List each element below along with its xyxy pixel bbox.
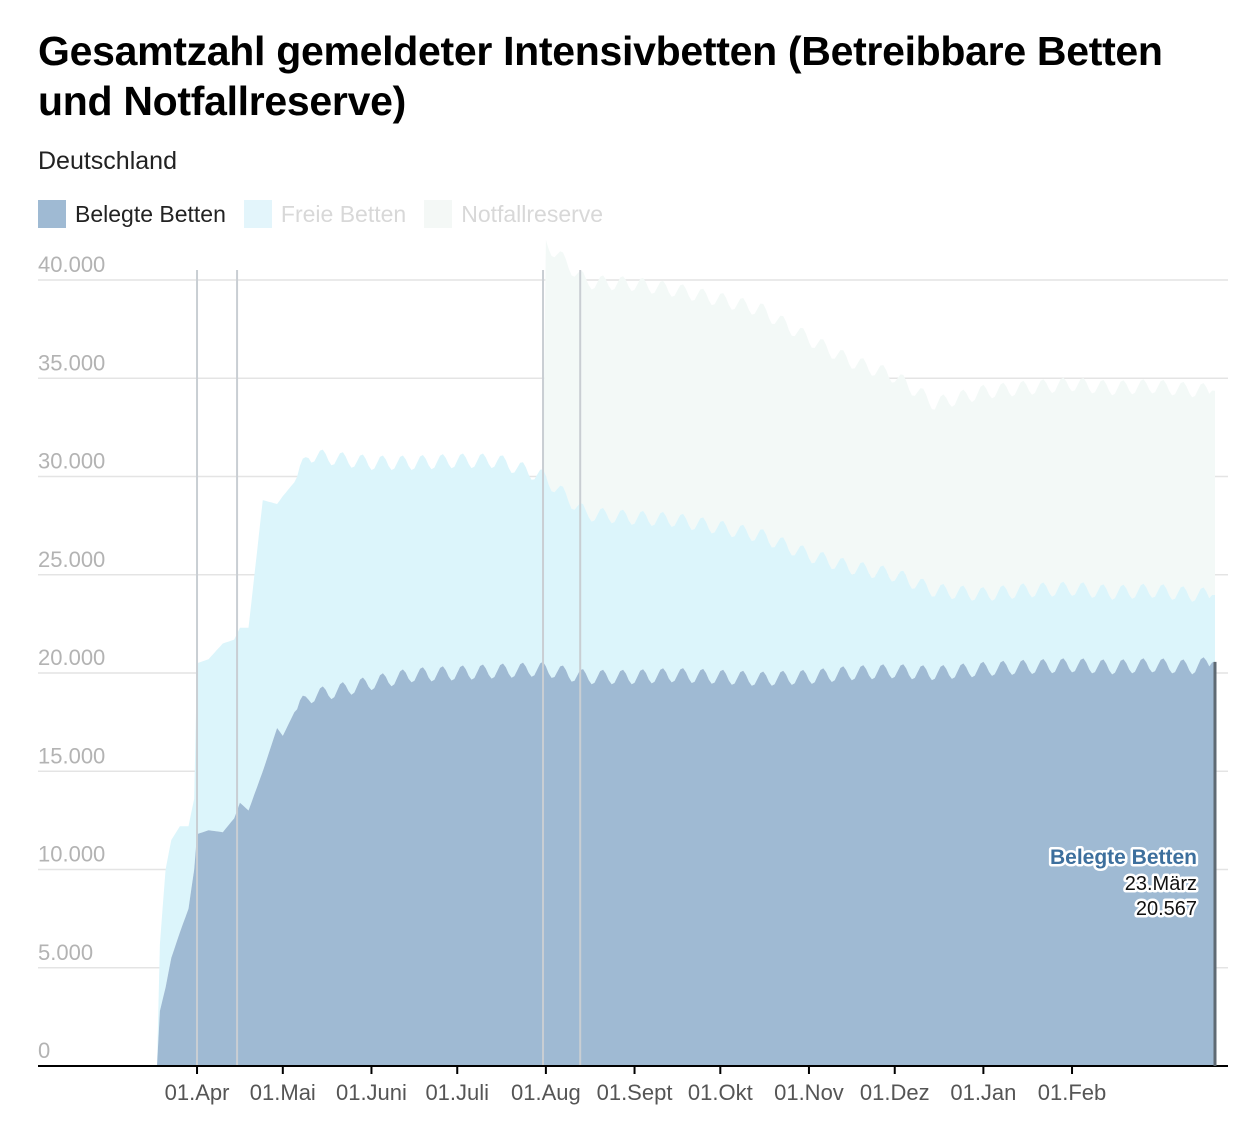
area-belegte-betten[interactable] <box>157 657 1215 1066</box>
tooltip-value: 20.567 <box>1136 898 1197 920</box>
y-tick-label: 20.000 <box>38 645 105 670</box>
legend-item-notfallreserve[interactable]: Notfallreserve <box>424 200 603 228</box>
legend-swatch-notfallreserve <box>424 200 453 228</box>
tooltip: Belegte Betten 23.März 20.567 <box>1047 661 1217 1066</box>
axis-layer: 0 5.000 10.000 15.000 20.000 25.000 30.000 35.0… <box>38 252 1228 1105</box>
y-tick-label: 35.000 <box>38 350 105 375</box>
x-tick-label: 01.Apr <box>165 1080 230 1105</box>
x-tick-label: 01.Aug <box>511 1080 581 1105</box>
y-tick-label: 30.000 <box>38 449 105 474</box>
y-tick-label: 0 <box>38 1038 50 1063</box>
area-notfallreserve[interactable] <box>543 239 1215 602</box>
area-freie-betten[interactable] <box>157 449 1215 1067</box>
x-tick-label: 01.Feb <box>1038 1080 1107 1105</box>
area-layer <box>157 239 1215 1067</box>
x-tick-label: 01.Mai <box>250 1080 316 1105</box>
legend-label-belegte-betten: Belegte Betten <box>75 200 226 227</box>
legend-item-belegte-betten[interactable]: Belegte Betten <box>38 200 226 228</box>
y-tick-label: 25.000 <box>38 547 105 572</box>
tooltip-series: Belegte Betten <box>1050 846 1197 869</box>
legend: Belegte Betten Freie Betten Notfallreser… <box>38 200 621 228</box>
legend-swatch-freie-betten <box>243 200 272 228</box>
y-tick-label: 5.000 <box>38 940 93 965</box>
y-tick-label: 15.000 <box>38 743 105 768</box>
x-tick-label: 01.Okt <box>688 1080 753 1105</box>
x-tick-label: 01.Juni <box>336 1080 407 1105</box>
legend-label-freie-betten: Freie Betten <box>280 200 407 227</box>
chart-subtitle: Deutschland <box>38 147 177 175</box>
legend-item-freie-betten[interactable]: Freie Betten <box>243 200 407 228</box>
chart-title: Gesamtzahl gemeldeter Intensivbetten (Be… <box>38 28 1163 124</box>
x-tick-label: 01.Sept <box>597 1080 673 1105</box>
vertical-lines <box>196 270 582 1066</box>
y-tick-label: 10.000 <box>38 842 105 867</box>
y-tick-label: 40.000 <box>38 252 105 277</box>
x-tick-label: 01.Dez <box>860 1080 930 1105</box>
legend-swatch-belegte-betten <box>38 200 66 228</box>
legend-label-notfallreserve: Notfallreserve <box>461 200 604 227</box>
x-tick-label: 01.Jan <box>950 1080 1016 1105</box>
tooltip-date: 23.März <box>1125 873 1197 895</box>
x-tick-label: 01.Juli <box>425 1080 489 1105</box>
x-tick-label: 01.Nov <box>774 1080 844 1105</box>
